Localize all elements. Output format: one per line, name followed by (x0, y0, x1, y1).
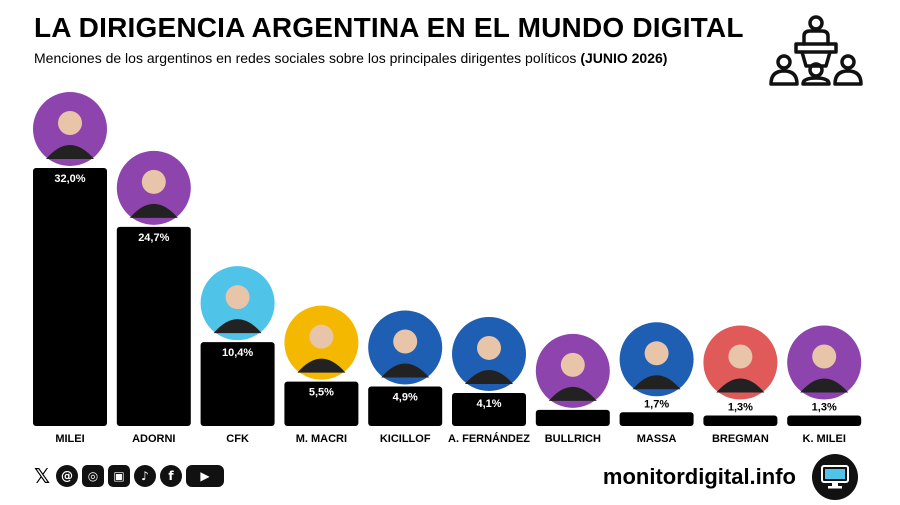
face-bullrich (560, 352, 585, 377)
face-m-macri (309, 324, 334, 349)
face-kicillof (393, 329, 418, 354)
face-a-fernandez (477, 335, 501, 360)
face-cfk (225, 285, 250, 310)
face-k-milei (812, 344, 837, 369)
bar-kicillof (368, 386, 443, 426)
subtitle-date: (JUNIO 2026) (580, 50, 668, 66)
data-label-cfk: 10,4% (222, 347, 253, 359)
tick-label-a-fernandez: A. FERNÁNDEZ (448, 432, 530, 445)
youtube-icon[interactable]: ▶ (186, 465, 224, 487)
threads-icon[interactable]: @ (56, 465, 78, 487)
torso-cfk (213, 319, 262, 334)
bar-bregman (703, 415, 778, 426)
torso-bregman (716, 378, 765, 393)
face-massa (644, 341, 669, 366)
bar-chart: 32,0% MILEI 24,7% ADORNI 10,4% CFK 5,5% M. MACR… (33, 92, 862, 445)
tick-label-adorni: ADORNI (132, 433, 175, 445)
torso-bullrich (548, 386, 597, 401)
torso-a-fernandez (465, 369, 513, 384)
data-label-adorni: 24,7% (138, 232, 169, 244)
data-label-k-milei: 1,3% (812, 402, 837, 414)
torso-k-milei (800, 378, 849, 393)
face-bregman (728, 344, 753, 369)
torso-milei (46, 145, 94, 159)
tick-label-m-macri: M. MACRI (296, 433, 347, 445)
tick-label-kicillof: KICILLOF (380, 433, 431, 445)
bar-a-fernandez (452, 392, 526, 426)
facebook-icon[interactable]: f (160, 465, 182, 487)
torso-adorni (129, 203, 178, 218)
monitor-glyph (821, 465, 849, 489)
bar-adorni (116, 226, 191, 426)
face-milei (58, 111, 82, 135)
torso-kicillof (381, 363, 430, 378)
bar-bullrich (535, 409, 610, 426)
bar-cfk (200, 342, 275, 426)
bar-massa (619, 412, 694, 426)
page-title: LA DIRIGENCIA ARGENTINA EN EL MUNDO DIGI… (34, 12, 744, 43)
tick-label-milei: MILEI (55, 433, 84, 445)
page-subtitle: Menciones de los argentinos en redes soc… (34, 50, 667, 66)
torso-massa (632, 375, 681, 390)
tick-label-massa: MASSA (637, 433, 677, 445)
bar-k-milei (787, 415, 862, 426)
data-label-a-fernandez: 4,1% (476, 398, 501, 410)
bar-milei (33, 168, 107, 426)
instagram-icon[interactable]: ◎ (82, 465, 104, 487)
data-label-massa: 1,7% (644, 398, 669, 410)
tiktok-icon[interactable]: ♪ (134, 465, 156, 487)
torso-m-macri (297, 358, 346, 373)
subtitle-text: Menciones de los argentinos en redes soc… (34, 50, 577, 66)
data-label-milei: 32,0% (54, 173, 85, 185)
tick-label-bregman: BREGMAN (712, 433, 769, 445)
data-label-kicillof: 4,9% (393, 391, 418, 403)
website-link[interactable]: monitordigital.info (602, 464, 796, 489)
data-label-bregman: 1,3% (728, 402, 753, 414)
face-adorni (141, 169, 166, 194)
stamp-icon[interactable]: ▣ (108, 465, 130, 487)
data-label-m-macri: 5,5% (309, 387, 334, 399)
tick-label-cfk: CFK (226, 433, 249, 445)
bar-m-macri (284, 381, 359, 426)
social-links: 𝕏 @ ◎ ▣ ♪ f ▶ (32, 464, 224, 488)
audience-podium-icon (769, 15, 863, 86)
monitor-icon[interactable] (812, 454, 858, 500)
tick-label-k-milei: K. MILEI (803, 433, 846, 445)
x-icon[interactable]: 𝕏 (33, 464, 51, 488)
tick-label-bullrich: BULLRICH (545, 433, 601, 445)
